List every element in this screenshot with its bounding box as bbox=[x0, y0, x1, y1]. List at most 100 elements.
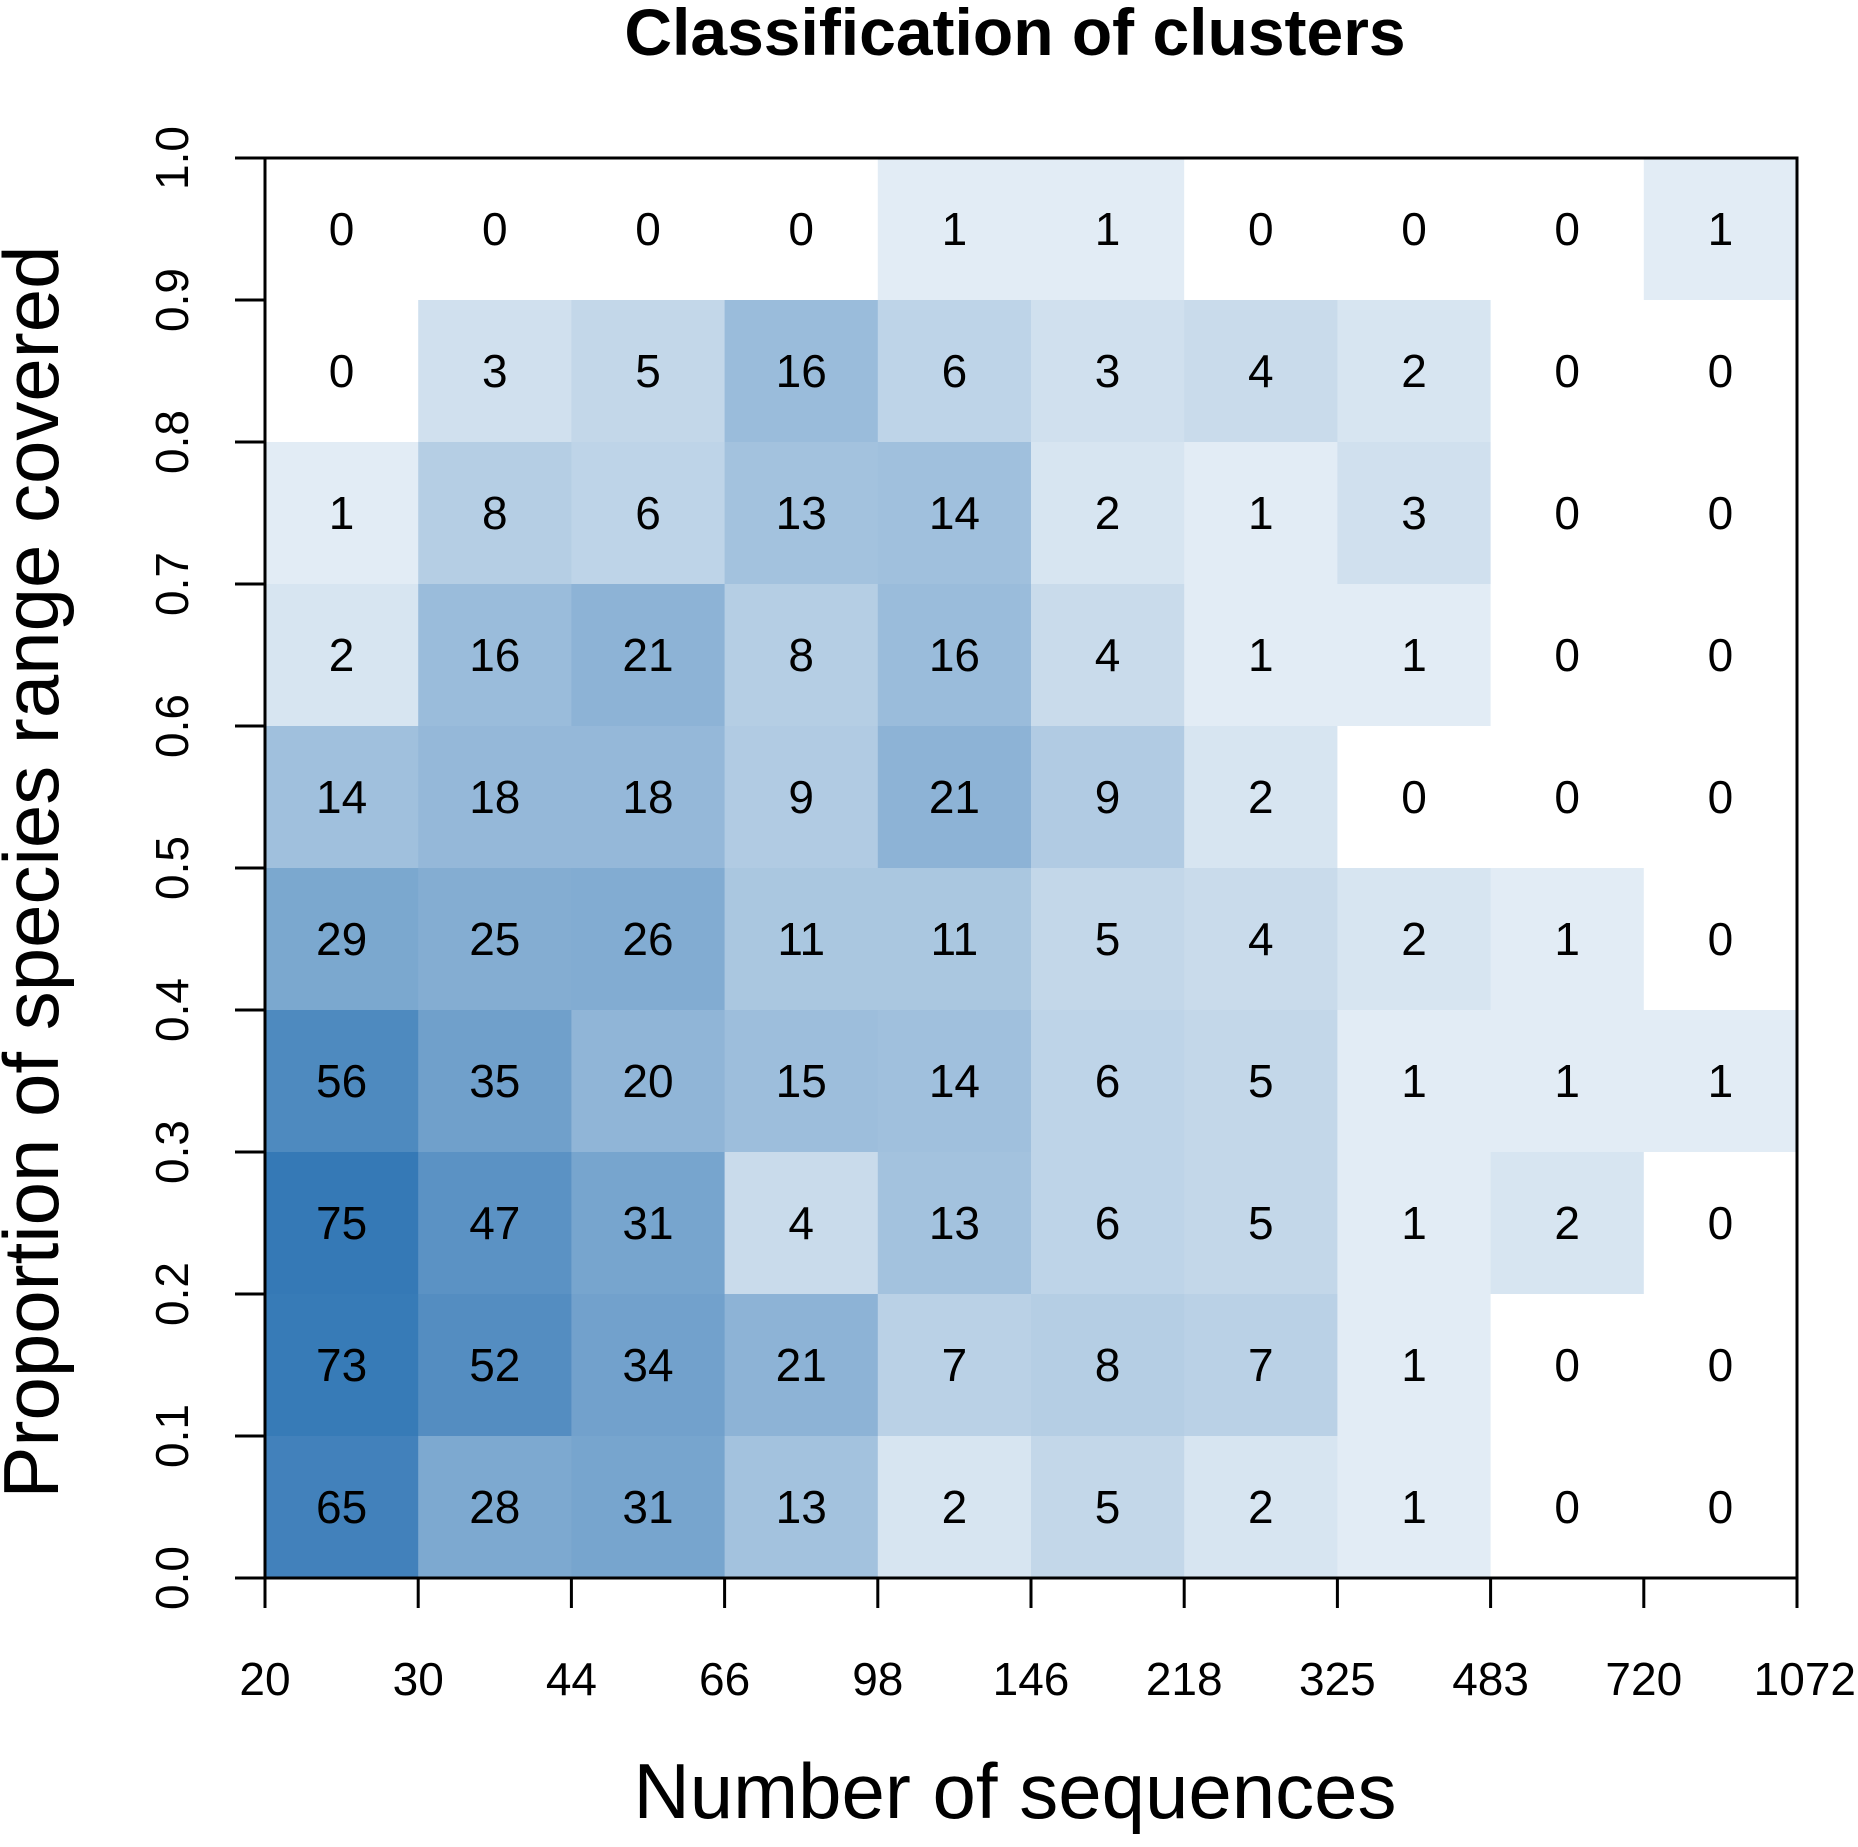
cell-value-label: 2 bbox=[1401, 345, 1427, 397]
x-axis-tick-label: 44 bbox=[546, 1653, 597, 1705]
cell-value-label: 56 bbox=[316, 1055, 367, 1107]
y-axis-tick-label: 0.7 bbox=[146, 552, 198, 616]
heatmap-cell bbox=[1031, 442, 1185, 585]
heatmap-cell bbox=[724, 1436, 879, 1579]
cell-value-label: 0 bbox=[1708, 1197, 1734, 1249]
heatmap-cell bbox=[724, 158, 879, 301]
x-axis-tick-label: 218 bbox=[1146, 1653, 1223, 1705]
cell-value-label: 8 bbox=[482, 487, 508, 539]
heatmap-cell bbox=[724, 300, 879, 443]
cell-value-label: 0 bbox=[1708, 771, 1734, 823]
cell-value-label: 31 bbox=[622, 1197, 673, 1249]
cell-value-label: 4 bbox=[1248, 345, 1274, 397]
cell-value-label: 0 bbox=[1708, 913, 1734, 965]
heatmap-cell bbox=[418, 726, 572, 869]
heatmap-cell bbox=[1031, 300, 1185, 443]
cell-value-label: 0 bbox=[1554, 345, 1580, 397]
heatmap-cell bbox=[1490, 868, 1645, 1011]
cell-value-label: 21 bbox=[929, 771, 980, 823]
cell-value-label: 11 bbox=[777, 913, 825, 965]
heatmap-cell bbox=[724, 868, 879, 1011]
heatmap-cell bbox=[1337, 1436, 1492, 1579]
heatmap-cell bbox=[877, 726, 1032, 869]
cell-value-label: 20 bbox=[622, 1055, 673, 1107]
heatmap-cell bbox=[1031, 1010, 1185, 1153]
heatmap-cell bbox=[1643, 1294, 1798, 1437]
cell-value-label: 5 bbox=[1095, 1481, 1121, 1533]
cell-value-label: 1 bbox=[1554, 1055, 1580, 1107]
cell-value-label: 0 bbox=[1554, 203, 1580, 255]
cell-value-label: 6 bbox=[1095, 1197, 1121, 1249]
cell-value-label: 6 bbox=[635, 487, 661, 539]
cell-value-label: 0 bbox=[1708, 487, 1734, 539]
heatmap-cell bbox=[1643, 1436, 1798, 1579]
heatmap-cell bbox=[724, 1152, 879, 1295]
heatmap-cell bbox=[724, 1294, 879, 1437]
cell-value-label: 14 bbox=[929, 1055, 980, 1107]
cell-value-label: 7 bbox=[942, 1339, 968, 1391]
heatmap-cell bbox=[1184, 1436, 1338, 1579]
heatmap-cell bbox=[571, 300, 726, 443]
cell-value-label: 21 bbox=[622, 629, 673, 681]
heatmap-cell bbox=[1031, 1436, 1185, 1579]
cell-value-label: 34 bbox=[622, 1339, 673, 1391]
heatmap-cell bbox=[1490, 726, 1645, 869]
heatmap-cell bbox=[418, 584, 572, 727]
cell-value-label: 8 bbox=[788, 629, 814, 681]
heatmap-cell bbox=[265, 1010, 419, 1153]
cell-value-label: 31 bbox=[622, 1481, 673, 1533]
x-axis: 20 30 44 66 98 146 218 325 483 720 1072 bbox=[239, 1576, 1856, 1705]
x-axis-tick-label: 325 bbox=[1299, 1653, 1376, 1705]
heatmap-cell bbox=[418, 158, 572, 301]
cell-value-label: 7 bbox=[1248, 1339, 1274, 1391]
cell-value-label: 0 bbox=[1248, 203, 1274, 255]
heatmap-cell bbox=[1031, 1294, 1185, 1437]
heatmap-cell bbox=[265, 726, 419, 869]
heatmap-cell bbox=[418, 1010, 572, 1153]
x-axis-tick-label: 30 bbox=[393, 1653, 444, 1705]
cell-value-label: 0 bbox=[482, 203, 508, 255]
heatmap-cell bbox=[1337, 1152, 1492, 1295]
heatmap-cell bbox=[724, 1010, 879, 1153]
heatmap-cell bbox=[571, 726, 726, 869]
heatmap-cell bbox=[877, 1294, 1032, 1437]
y-axis-tick-label: 0.3 bbox=[146, 1120, 198, 1184]
cell-value-label: 9 bbox=[1095, 771, 1121, 823]
cell-value-label: 15 bbox=[776, 1055, 827, 1107]
cell-value-label: 75 bbox=[316, 1197, 367, 1249]
cell-value-label: 28 bbox=[469, 1481, 520, 1533]
cell-value-label: 0 bbox=[1708, 345, 1734, 397]
heatmap-cell bbox=[1337, 1010, 1492, 1153]
heatmap-cell bbox=[1184, 1010, 1338, 1153]
cell-value-label: 1 bbox=[1708, 1055, 1734, 1107]
cell-value-label: 0 bbox=[1554, 1481, 1580, 1533]
y-axis-tick-label: 0.9 bbox=[146, 268, 198, 332]
cell-value-label: 9 bbox=[788, 771, 814, 823]
heatmap-cell bbox=[877, 584, 1032, 727]
cell-value-label: 13 bbox=[776, 1481, 827, 1533]
cell-value-label: 1 bbox=[1248, 629, 1274, 681]
heatmap-cell bbox=[1490, 1294, 1645, 1437]
heatmap-cell bbox=[877, 868, 1032, 1011]
heatmap-cell bbox=[1490, 442, 1645, 585]
cell-value-label: 3 bbox=[482, 345, 508, 397]
heatmap-cell bbox=[418, 1152, 572, 1295]
heatmap-cell bbox=[265, 584, 419, 727]
cell-value-label: 1 bbox=[1708, 203, 1734, 255]
x-axis-tick-label: 146 bbox=[993, 1653, 1070, 1705]
cell-value-label: 0 bbox=[1554, 1339, 1580, 1391]
cell-value-label: 18 bbox=[622, 771, 673, 823]
y-axis-tick-label: 0.1 bbox=[146, 1404, 198, 1468]
heatmap-cell bbox=[1643, 300, 1798, 443]
heatmap-cell bbox=[571, 1010, 726, 1153]
heatmap-cell bbox=[265, 442, 419, 585]
cell-value-label: 73 bbox=[316, 1339, 367, 1391]
cell-value-label: 11 bbox=[931, 913, 979, 965]
heatmap-cell bbox=[1337, 726, 1492, 869]
heatmap-cell bbox=[724, 584, 879, 727]
cell-value-label: 0 bbox=[329, 345, 355, 397]
cell-value-label: 1 bbox=[1401, 1481, 1427, 1533]
heatmap-cell bbox=[877, 1010, 1032, 1153]
